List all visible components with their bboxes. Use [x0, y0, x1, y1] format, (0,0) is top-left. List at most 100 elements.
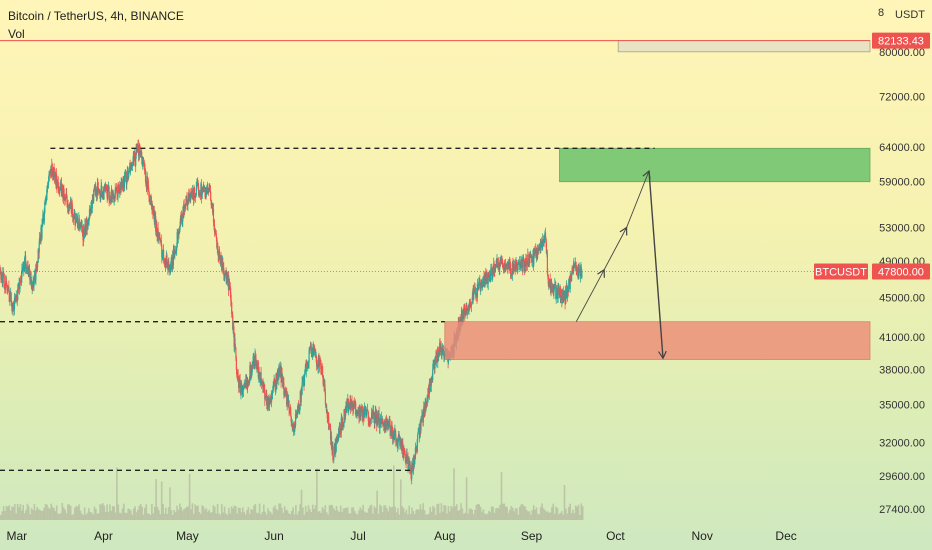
candle-body — [328, 416, 330, 430]
candle-body — [16, 300, 18, 302]
volume-bar — [65, 513, 68, 520]
volume-bar — [25, 509, 27, 520]
candle-body — [546, 253, 548, 275]
candle-body — [144, 169, 146, 171]
candle-body — [207, 186, 209, 192]
volume-bar — [394, 506, 396, 520]
volume-bar — [247, 507, 250, 520]
candle-body — [56, 179, 58, 188]
candle-body — [215, 233, 217, 238]
volume-bar — [121, 508, 124, 520]
candle-body — [307, 365, 309, 368]
candle-body — [170, 260, 172, 265]
volume-bar — [346, 507, 349, 520]
volume-bar — [12, 506, 15, 520]
candle-body — [208, 188, 210, 190]
candle-body — [276, 381, 278, 385]
candle-body — [123, 177, 126, 189]
candle-body — [139, 147, 141, 153]
candle-body — [213, 225, 216, 233]
candle-body — [302, 381, 304, 383]
volume-bar — [477, 504, 479, 520]
volume-bar — [356, 514, 359, 520]
candle-body — [177, 235, 179, 244]
volume-bar — [201, 505, 203, 520]
candle-body — [29, 269, 31, 280]
candle-body — [361, 406, 363, 418]
volume-bar — [186, 507, 188, 520]
volume-bar — [330, 504, 332, 520]
candle-body — [87, 222, 89, 227]
candle-body — [5, 281, 8, 287]
volume-bar — [456, 504, 458, 520]
candle-body — [313, 348, 315, 356]
candle-body — [432, 365, 434, 370]
last-price-tag: 47800.00 — [878, 267, 924, 279]
candle-body — [547, 275, 549, 285]
candle-body — [563, 293, 565, 301]
candle-body — [111, 190, 113, 198]
volume-bar — [489, 512, 492, 520]
volume-bar — [565, 508, 567, 520]
volume-bar — [365, 512, 367, 520]
volume-bar — [261, 511, 264, 520]
candle-body — [151, 200, 153, 210]
candle-body — [282, 376, 284, 386]
candle-body — [555, 287, 557, 299]
volume-bar — [337, 510, 339, 520]
volume-bar — [202, 506, 205, 520]
candle-body — [388, 424, 390, 428]
candle-body — [166, 264, 168, 268]
candle-body — [322, 366, 324, 377]
volume-bar — [131, 514, 134, 520]
volume-bar — [497, 508, 500, 520]
candle-body — [288, 400, 290, 411]
volume-bar — [207, 511, 209, 520]
volume-bar — [221, 504, 223, 520]
candle-body — [509, 260, 511, 263]
candle-body — [234, 346, 237, 348]
volume-bar — [416, 509, 419, 520]
volume-bar — [472, 514, 475, 520]
volume-bar — [409, 514, 412, 520]
volume-bar — [553, 513, 556, 520]
volume-bar — [19, 504, 22, 520]
candle-body — [343, 423, 345, 425]
volume-bar — [425, 514, 427, 520]
candle-body — [85, 228, 87, 235]
candle-body — [188, 193, 190, 201]
volume-bar — [539, 507, 542, 520]
volume-bar — [303, 514, 306, 520]
candle-body — [77, 222, 79, 227]
candle-body — [398, 434, 400, 438]
volume-bar — [545, 511, 548, 520]
candle-body — [188, 197, 190, 201]
candle-body — [19, 280, 21, 290]
candle-body — [181, 214, 183, 223]
candle-body — [166, 255, 168, 265]
candle-body — [231, 313, 233, 316]
candle-body — [68, 204, 70, 212]
candle-body — [308, 362, 310, 364]
candle-body — [476, 283, 478, 298]
volume-bar — [228, 507, 230, 520]
volume-bar — [390, 507, 392, 520]
x-tick-label: Apr — [94, 529, 113, 543]
volume-bar — [447, 506, 450, 520]
projection-arrow-head — [642, 169, 651, 179]
volume-bar — [191, 503, 194, 520]
candle-body — [55, 173, 57, 185]
volume-bar — [2, 506, 5, 520]
candle-body — [290, 417, 292, 426]
volume-bar — [292, 507, 294, 520]
volume-bar — [109, 504, 111, 520]
candle-body — [551, 281, 553, 284]
candle-body — [134, 153, 136, 158]
volume-bar — [172, 515, 174, 520]
x-tick-label: Jun — [264, 529, 283, 543]
candle-body — [478, 281, 480, 289]
volume-bar — [256, 512, 258, 520]
volume-bar — [538, 514, 541, 520]
volume-bar — [332, 508, 335, 520]
